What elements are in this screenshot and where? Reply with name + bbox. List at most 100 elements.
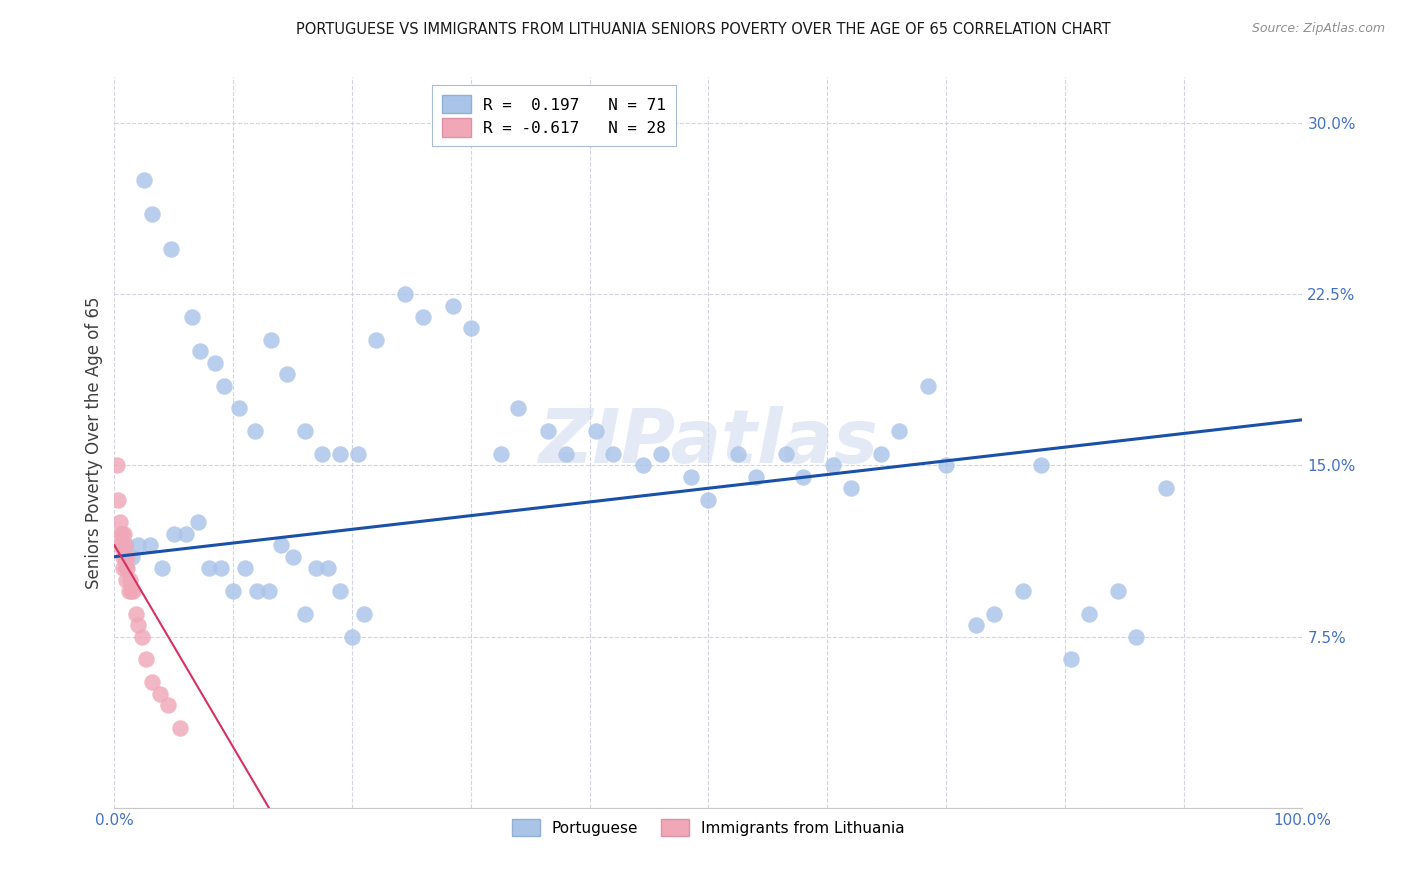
Point (111, 549, 134, 564)
Point (537, 424, 560, 438)
Text: ZIPatlas: ZIPatlas (538, 406, 879, 479)
Point (983, 607, 1005, 621)
Point (131, 630, 153, 644)
Point (127, 618, 149, 632)
Point (108, 538, 131, 552)
Point (554, 447, 576, 461)
Point (228, 401, 250, 416)
Point (1154, 481, 1177, 495)
Point (1077, 607, 1099, 621)
Point (212, 378, 235, 392)
Point (823, 458, 845, 473)
Point (111, 538, 134, 552)
Point (114, 573, 136, 587)
Point (120, 583, 142, 598)
Point (508, 401, 530, 416)
Point (394, 287, 416, 301)
Point (489, 447, 512, 461)
Point (650, 447, 672, 461)
Point (156, 698, 179, 712)
Point (110, 516, 132, 530)
Point (204, 356, 226, 370)
Point (246, 583, 269, 598)
Point (276, 367, 298, 381)
Point (141, 675, 163, 690)
Y-axis label: Seniors Poverty Over the Age of 65: Seniors Poverty Over the Age of 65 (86, 296, 103, 589)
Point (869, 447, 891, 461)
Point (115, 549, 138, 564)
Point (127, 538, 149, 552)
Point (697, 492, 720, 507)
Point (112, 561, 135, 575)
Point (839, 481, 862, 495)
Point (222, 583, 245, 598)
Point (281, 549, 304, 564)
Point (935, 458, 957, 473)
Point (257, 583, 280, 598)
Point (110, 527, 132, 541)
Point (169, 721, 191, 735)
Point (329, 447, 352, 461)
Point (114, 538, 136, 552)
Point (441, 299, 464, 313)
Point (727, 447, 749, 461)
Point (160, 242, 183, 256)
Point (112, 527, 135, 541)
Point (1029, 458, 1052, 473)
Point (311, 447, 333, 461)
Point (117, 561, 139, 575)
Point (305, 561, 328, 575)
Text: Source: ZipAtlas.com: Source: ZipAtlas.com (1251, 22, 1385, 36)
Point (139, 538, 162, 552)
Point (340, 630, 363, 644)
Point (188, 344, 211, 359)
Point (294, 607, 316, 621)
Point (316, 561, 339, 575)
Point (141, 207, 163, 221)
Point (412, 310, 434, 324)
Point (329, 583, 352, 598)
Point (270, 538, 292, 552)
Point (1125, 630, 1147, 644)
Point (1107, 583, 1129, 598)
Point (233, 561, 256, 575)
Point (107, 492, 129, 507)
Point (602, 447, 624, 461)
Point (887, 424, 910, 438)
Point (965, 618, 987, 632)
Point (114, 549, 136, 564)
Point (353, 607, 375, 621)
Legend: Portuguese, Immigrants from Lithuania: Portuguese, Immigrants from Lithuania (505, 811, 912, 844)
Point (125, 607, 148, 621)
Point (792, 470, 814, 484)
Point (118, 573, 141, 587)
Point (135, 652, 157, 666)
Point (1012, 583, 1035, 598)
Point (122, 583, 145, 598)
Point (198, 561, 221, 575)
Point (347, 447, 370, 461)
Point (110, 527, 132, 541)
Point (460, 321, 482, 335)
Point (118, 583, 141, 598)
Point (294, 424, 316, 438)
Point (1060, 652, 1083, 666)
Point (187, 516, 209, 530)
Point (132, 173, 155, 187)
Point (209, 561, 232, 575)
Point (105, 458, 128, 473)
Point (364, 333, 387, 347)
Point (163, 527, 186, 541)
Point (745, 470, 768, 484)
Point (243, 424, 266, 438)
Point (679, 470, 702, 484)
Point (631, 458, 654, 473)
Point (115, 538, 138, 552)
Point (917, 378, 939, 392)
Point (115, 561, 138, 575)
Point (775, 447, 797, 461)
Point (121, 549, 143, 564)
Point (585, 424, 607, 438)
Point (174, 527, 197, 541)
Point (260, 333, 283, 347)
